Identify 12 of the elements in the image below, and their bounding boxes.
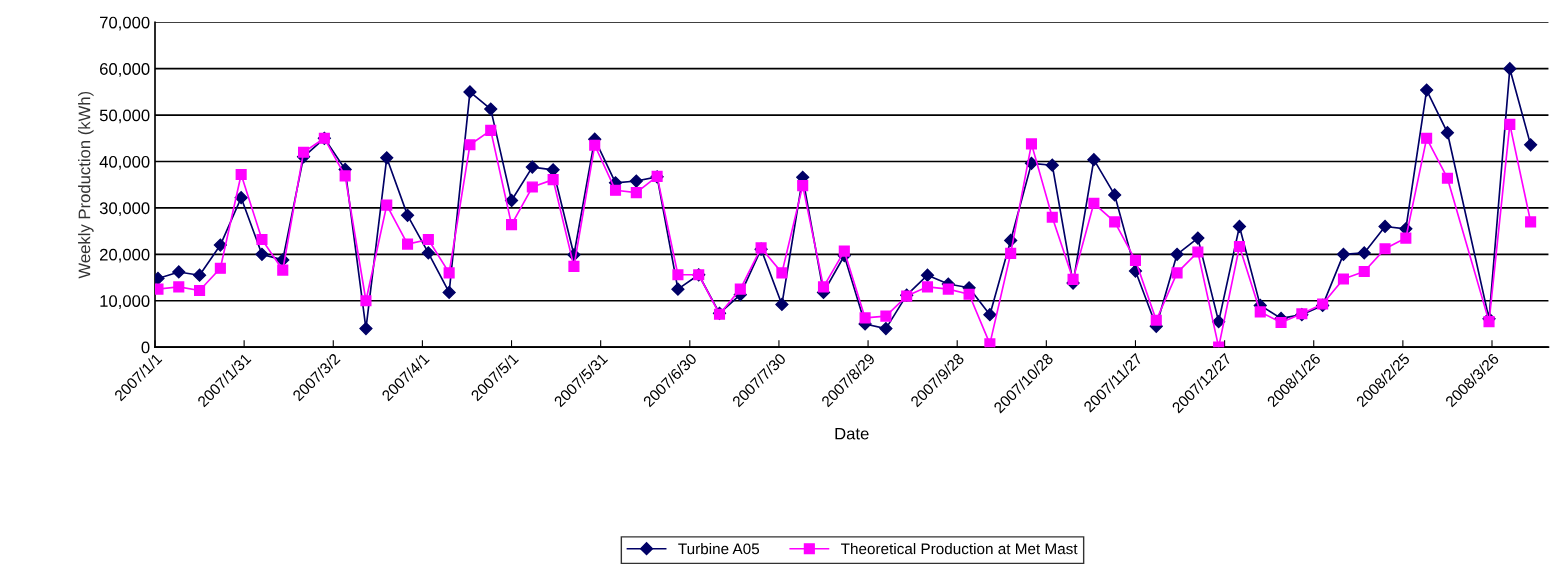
y-tick-label: 50,000 bbox=[99, 109, 150, 124]
y-tick-label: 20,000 bbox=[100, 248, 150, 263]
legend-label: Theoretical Production at Met Mast bbox=[841, 543, 1078, 555]
y-tick-label: 30,000 bbox=[99, 202, 150, 217]
y-tick-label: 40,000 bbox=[99, 155, 150, 170]
y-axis-title: Weekly Production (kWh) bbox=[78, 91, 94, 279]
legend-label: Turbine A05 bbox=[678, 543, 760, 555]
x-axis-title: Date bbox=[835, 427, 869, 440]
y-tick-label: 10,000 bbox=[100, 295, 150, 309]
y-tick-label: 70,000 bbox=[100, 16, 150, 31]
y-tick-label: 60,000 bbox=[100, 63, 150, 77]
y-tick-label: 0 bbox=[141, 341, 150, 354]
